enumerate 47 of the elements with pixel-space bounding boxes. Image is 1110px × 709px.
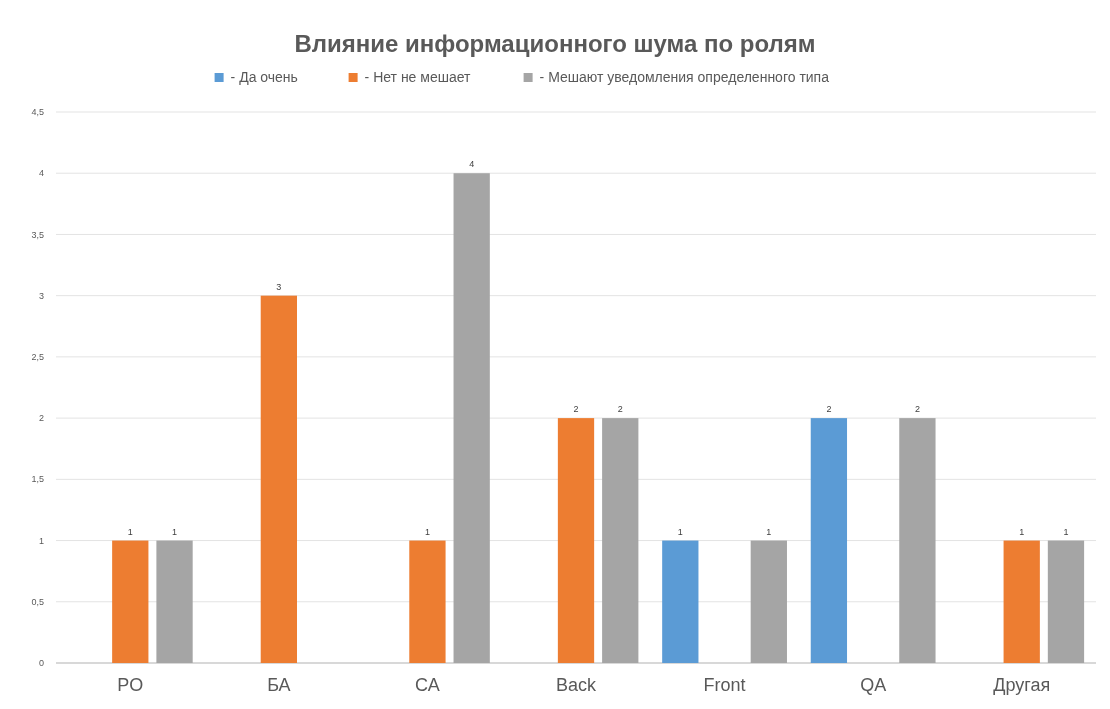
x-tick-label: Front — [703, 675, 746, 695]
y-tick-label: 2,5 — [31, 352, 44, 363]
chart-title: Влияние информационного шума по ролям — [294, 30, 816, 57]
x-tick-label: PO — [117, 675, 144, 695]
x-tick-label: Другая — [993, 675, 1051, 695]
data-label: 2 — [914, 404, 920, 415]
data-label: 1 — [424, 526, 430, 537]
bar — [750, 540, 787, 663]
y-tick-label: 1 — [38, 535, 44, 546]
legend-label: - Мешают уведомления определенного типа — [539, 69, 830, 85]
bar — [810, 418, 848, 663]
bar — [453, 173, 490, 663]
bar — [1003, 540, 1040, 663]
bar — [409, 540, 446, 663]
bar — [557, 418, 595, 663]
data-label: 2 — [573, 404, 579, 415]
data-label: 1 — [677, 526, 683, 537]
bar — [899, 418, 936, 663]
y-tick-label: 1,5 — [31, 474, 44, 485]
x-tick-label: Back — [555, 675, 597, 695]
data-label: 1 — [172, 526, 178, 537]
bar — [112, 540, 149, 663]
data-label: 1 — [127, 526, 133, 537]
legend-label: - Нет не мешает — [364, 69, 472, 85]
data-label: 2 — [617, 404, 623, 415]
y-tick-label: 4,5 — [31, 107, 44, 118]
bar — [1047, 540, 1085, 663]
y-tick-label: 0,5 — [31, 596, 44, 607]
data-label: 3 — [276, 281, 282, 292]
x-tick-label: СА — [415, 675, 440, 695]
legend-label: - Да очень — [230, 69, 298, 85]
y-tick-label: 4 — [38, 168, 44, 179]
bar — [260, 295, 297, 663]
bar — [662, 540, 699, 663]
data-label: 1 — [1063, 526, 1069, 537]
y-tick-label: 3,5 — [31, 229, 44, 240]
data-label: 2 — [826, 404, 832, 415]
data-label: 1 — [1019, 526, 1025, 537]
bar — [156, 540, 193, 663]
x-tick-label: БА — [267, 675, 291, 695]
y-tick-label: 0 — [38, 658, 44, 669]
y-tick-label: 2 — [38, 413, 44, 424]
data-label: 4 — [469, 159, 475, 170]
bar — [602, 418, 639, 663]
y-tick-label: 3 — [38, 290, 44, 301]
data-label: 1 — [766, 526, 772, 537]
x-tick-label: QA — [860, 675, 887, 695]
